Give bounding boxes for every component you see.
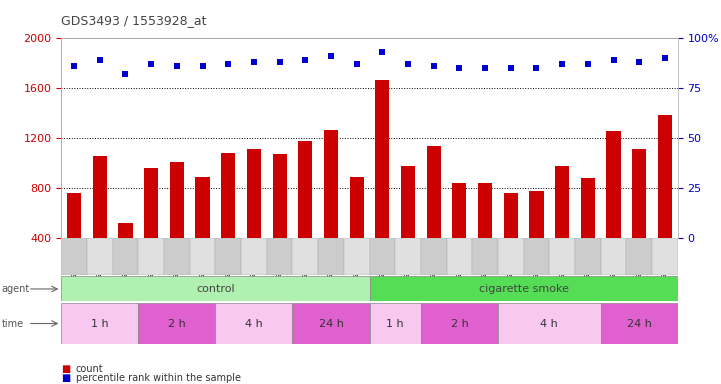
Bar: [216, 303, 293, 344]
Bar: [293, 303, 370, 344]
Point: [274, 59, 286, 65]
Text: count: count: [76, 364, 103, 374]
Point: [120, 71, 131, 78]
Bar: [138, 238, 164, 275]
Bar: [452, 183, 466, 288]
Bar: [627, 238, 652, 275]
Text: 2 h: 2 h: [168, 318, 186, 329]
Bar: [395, 238, 421, 275]
Bar: [472, 238, 498, 275]
Point: [608, 57, 619, 63]
Text: 4 h: 4 h: [541, 318, 558, 329]
Point: [557, 61, 568, 68]
Bar: [350, 177, 363, 288]
Text: 4 h: 4 h: [245, 318, 262, 329]
Bar: [298, 141, 312, 288]
Bar: [61, 303, 138, 344]
Text: percentile rank within the sample: percentile rank within the sample: [76, 373, 241, 383]
Point: [402, 61, 414, 68]
Point: [582, 61, 593, 68]
Bar: [318, 238, 344, 275]
Bar: [523, 238, 549, 275]
Text: ■: ■: [61, 364, 71, 374]
Bar: [112, 238, 138, 275]
Bar: [221, 153, 235, 288]
Text: agent: agent: [1, 284, 30, 294]
Text: 2 h: 2 h: [451, 318, 468, 329]
Bar: [61, 276, 370, 301]
Bar: [421, 238, 446, 275]
Bar: [555, 166, 569, 288]
Bar: [195, 177, 210, 288]
Bar: [170, 162, 184, 288]
Bar: [498, 303, 601, 344]
Bar: [401, 166, 415, 288]
Point: [479, 65, 491, 71]
Point: [299, 57, 311, 63]
Text: 24 h: 24 h: [627, 318, 652, 329]
Text: cigarette smoke: cigarette smoke: [479, 284, 569, 294]
Bar: [67, 193, 81, 288]
Bar: [478, 182, 492, 288]
Point: [223, 61, 234, 68]
Point: [146, 61, 157, 68]
Bar: [446, 238, 472, 275]
Point: [505, 65, 516, 71]
Text: 1 h: 1 h: [91, 318, 109, 329]
Point: [454, 65, 465, 71]
Point: [634, 59, 645, 65]
Point: [325, 53, 337, 60]
Bar: [370, 238, 395, 275]
Bar: [427, 146, 441, 288]
Text: 24 h: 24 h: [319, 318, 343, 329]
Bar: [529, 190, 544, 288]
Bar: [164, 238, 190, 275]
Bar: [344, 238, 370, 275]
Point: [531, 65, 542, 71]
Bar: [632, 149, 646, 288]
Point: [94, 57, 105, 63]
Bar: [216, 238, 241, 275]
Text: time: time: [1, 319, 24, 329]
Bar: [581, 178, 595, 288]
Bar: [293, 238, 318, 275]
Bar: [421, 303, 498, 344]
Bar: [601, 303, 678, 344]
Bar: [144, 168, 158, 288]
Point: [376, 49, 388, 55]
Point: [197, 63, 208, 70]
Text: 1 h: 1 h: [386, 318, 404, 329]
Bar: [370, 303, 421, 344]
Bar: [273, 154, 287, 288]
Bar: [549, 238, 575, 275]
Bar: [376, 79, 389, 288]
Bar: [658, 114, 672, 288]
Bar: [87, 238, 112, 275]
Bar: [118, 223, 133, 288]
Point: [351, 61, 363, 68]
Bar: [138, 303, 216, 344]
Bar: [606, 131, 621, 288]
Bar: [504, 193, 518, 288]
Bar: [652, 238, 678, 275]
Point: [68, 63, 80, 70]
Point: [659, 55, 671, 61]
Text: control: control: [196, 284, 235, 294]
Point: [428, 63, 440, 70]
Bar: [247, 149, 261, 288]
Bar: [324, 129, 338, 288]
Bar: [498, 238, 523, 275]
Bar: [601, 238, 627, 275]
Bar: [241, 238, 267, 275]
Bar: [61, 238, 87, 275]
Point: [171, 63, 182, 70]
Point: [248, 59, 260, 65]
Bar: [190, 238, 216, 275]
Bar: [370, 276, 678, 301]
Bar: [93, 156, 107, 288]
Bar: [267, 238, 293, 275]
Text: GDS3493 / 1553928_at: GDS3493 / 1553928_at: [61, 14, 207, 27]
Bar: [575, 238, 601, 275]
Text: ■: ■: [61, 373, 71, 383]
